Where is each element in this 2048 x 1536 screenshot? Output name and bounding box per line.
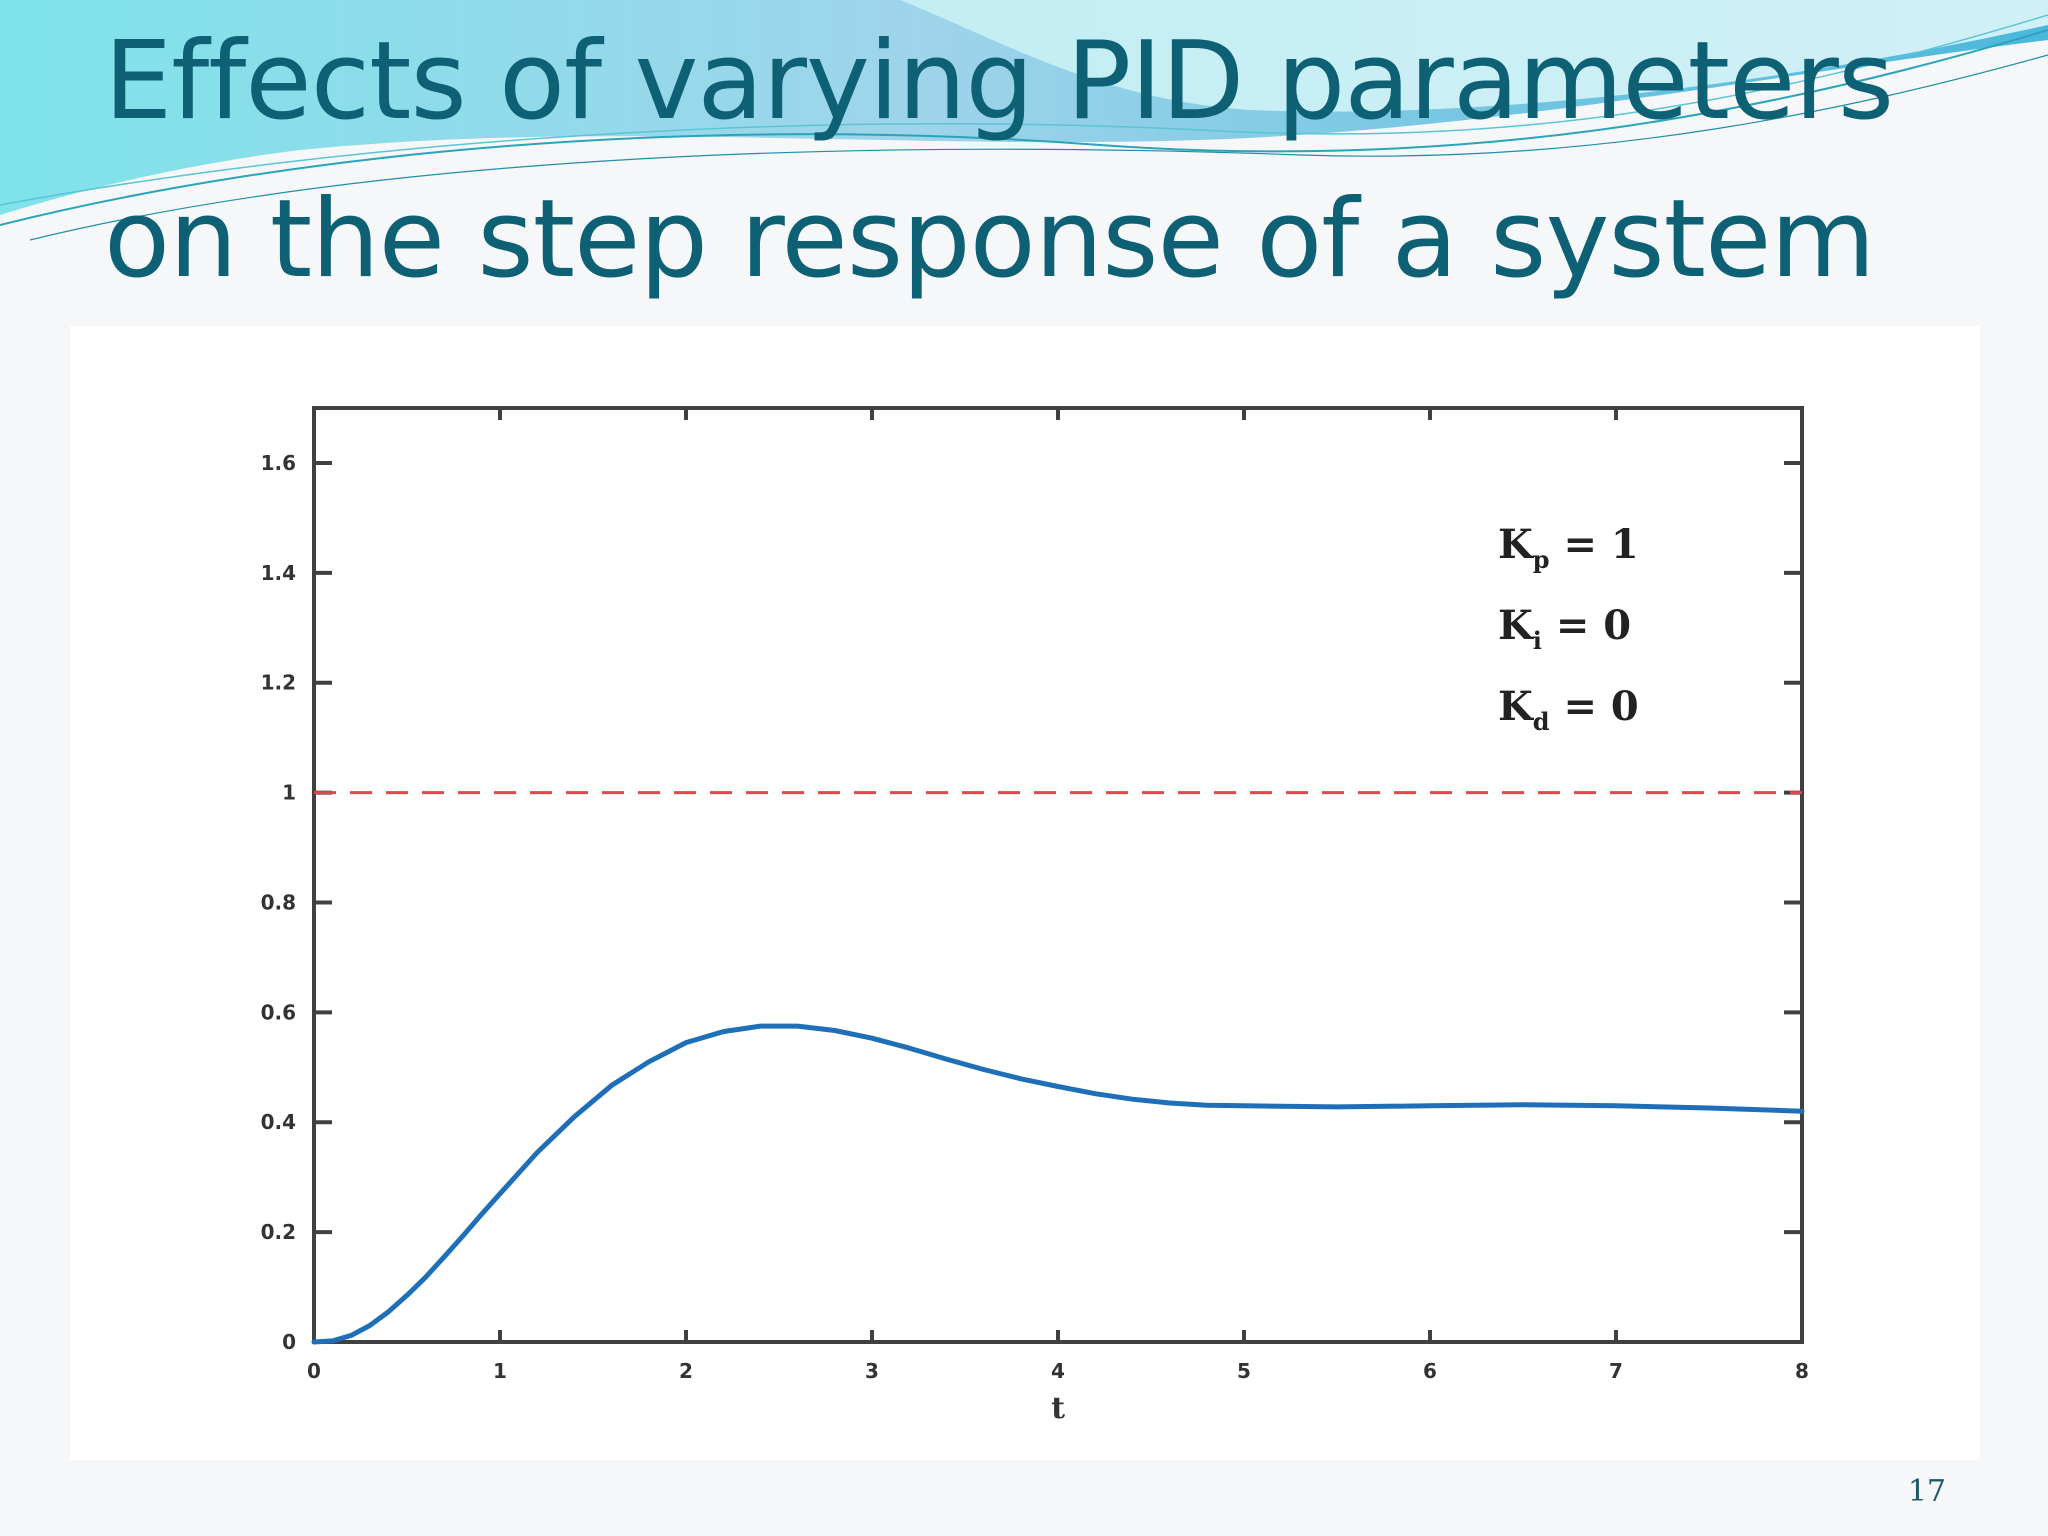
response-series-line	[311, 1023, 1805, 1345]
wave-line-2	[0, 14, 2048, 206]
wave-shape-light	[900, 0, 2048, 112]
y-tick-label: 0.6	[261, 1000, 296, 1024]
x-tick-label: 5	[1237, 1359, 1251, 1383]
tick-layer: 0 1 2 3 4 5 6 7 8 0 0.2 0.4 0.6 0.8 1 1.2 1.4 1.6 t	[261, 408, 1809, 1426]
page-number: 17	[1907, 1474, 1946, 1509]
x-tick-label: 6	[1423, 1359, 1437, 1383]
gain-annotation: Ki = 0	[1498, 602, 1631, 655]
y-tick-label: 0.4	[261, 1110, 296, 1134]
x-tick-label: 7	[1609, 1359, 1623, 1383]
x-tick-label: 1	[493, 1359, 507, 1383]
annotation-layer: Kp = 1 Ki = 0 Kd = 0	[1498, 521, 1639, 736]
y-tick-label: 1	[282, 781, 296, 805]
wave-banner	[0, 0, 2048, 241]
step-response-chart: 0 1 2 3 4 5 6 7 8 0 0.2 0.4 0.6 0.8 1 1.2 1.4 1.6 t Kp = 1…	[261, 406, 1809, 1426]
x-tick-label: 2	[679, 1359, 693, 1383]
wave-line-1	[0, 29, 2048, 226]
x-tick-label: 3	[865, 1359, 879, 1383]
y-tick-label: 0.2	[261, 1220, 296, 1244]
y-tick-label: 0	[282, 1330, 296, 1354]
y-tick-label: 1.2	[261, 671, 296, 695]
x-axis-label: t	[1051, 1391, 1065, 1426]
figure-panel	[70, 326, 1980, 1460]
y-tick-label: 0.8	[261, 890, 296, 914]
gain-annotation: Kd = 0	[1498, 683, 1639, 736]
slide-title-line-1: Effects of varying PID parameters	[104, 19, 1894, 144]
x-tick-label: 8	[1795, 1359, 1809, 1383]
slide-title-line-2: on the step response of a system	[104, 177, 1876, 302]
gain-annotation: Kp = 1	[1498, 521, 1639, 574]
x-tick-label: 4	[1051, 1359, 1065, 1383]
x-tick-label: 0	[307, 1359, 321, 1383]
wave-line-3	[29, 54, 2048, 241]
series-layer	[311, 791, 1805, 1345]
y-tick-label: 1.6	[261, 451, 296, 475]
y-tick-label: 1.4	[261, 561, 296, 585]
